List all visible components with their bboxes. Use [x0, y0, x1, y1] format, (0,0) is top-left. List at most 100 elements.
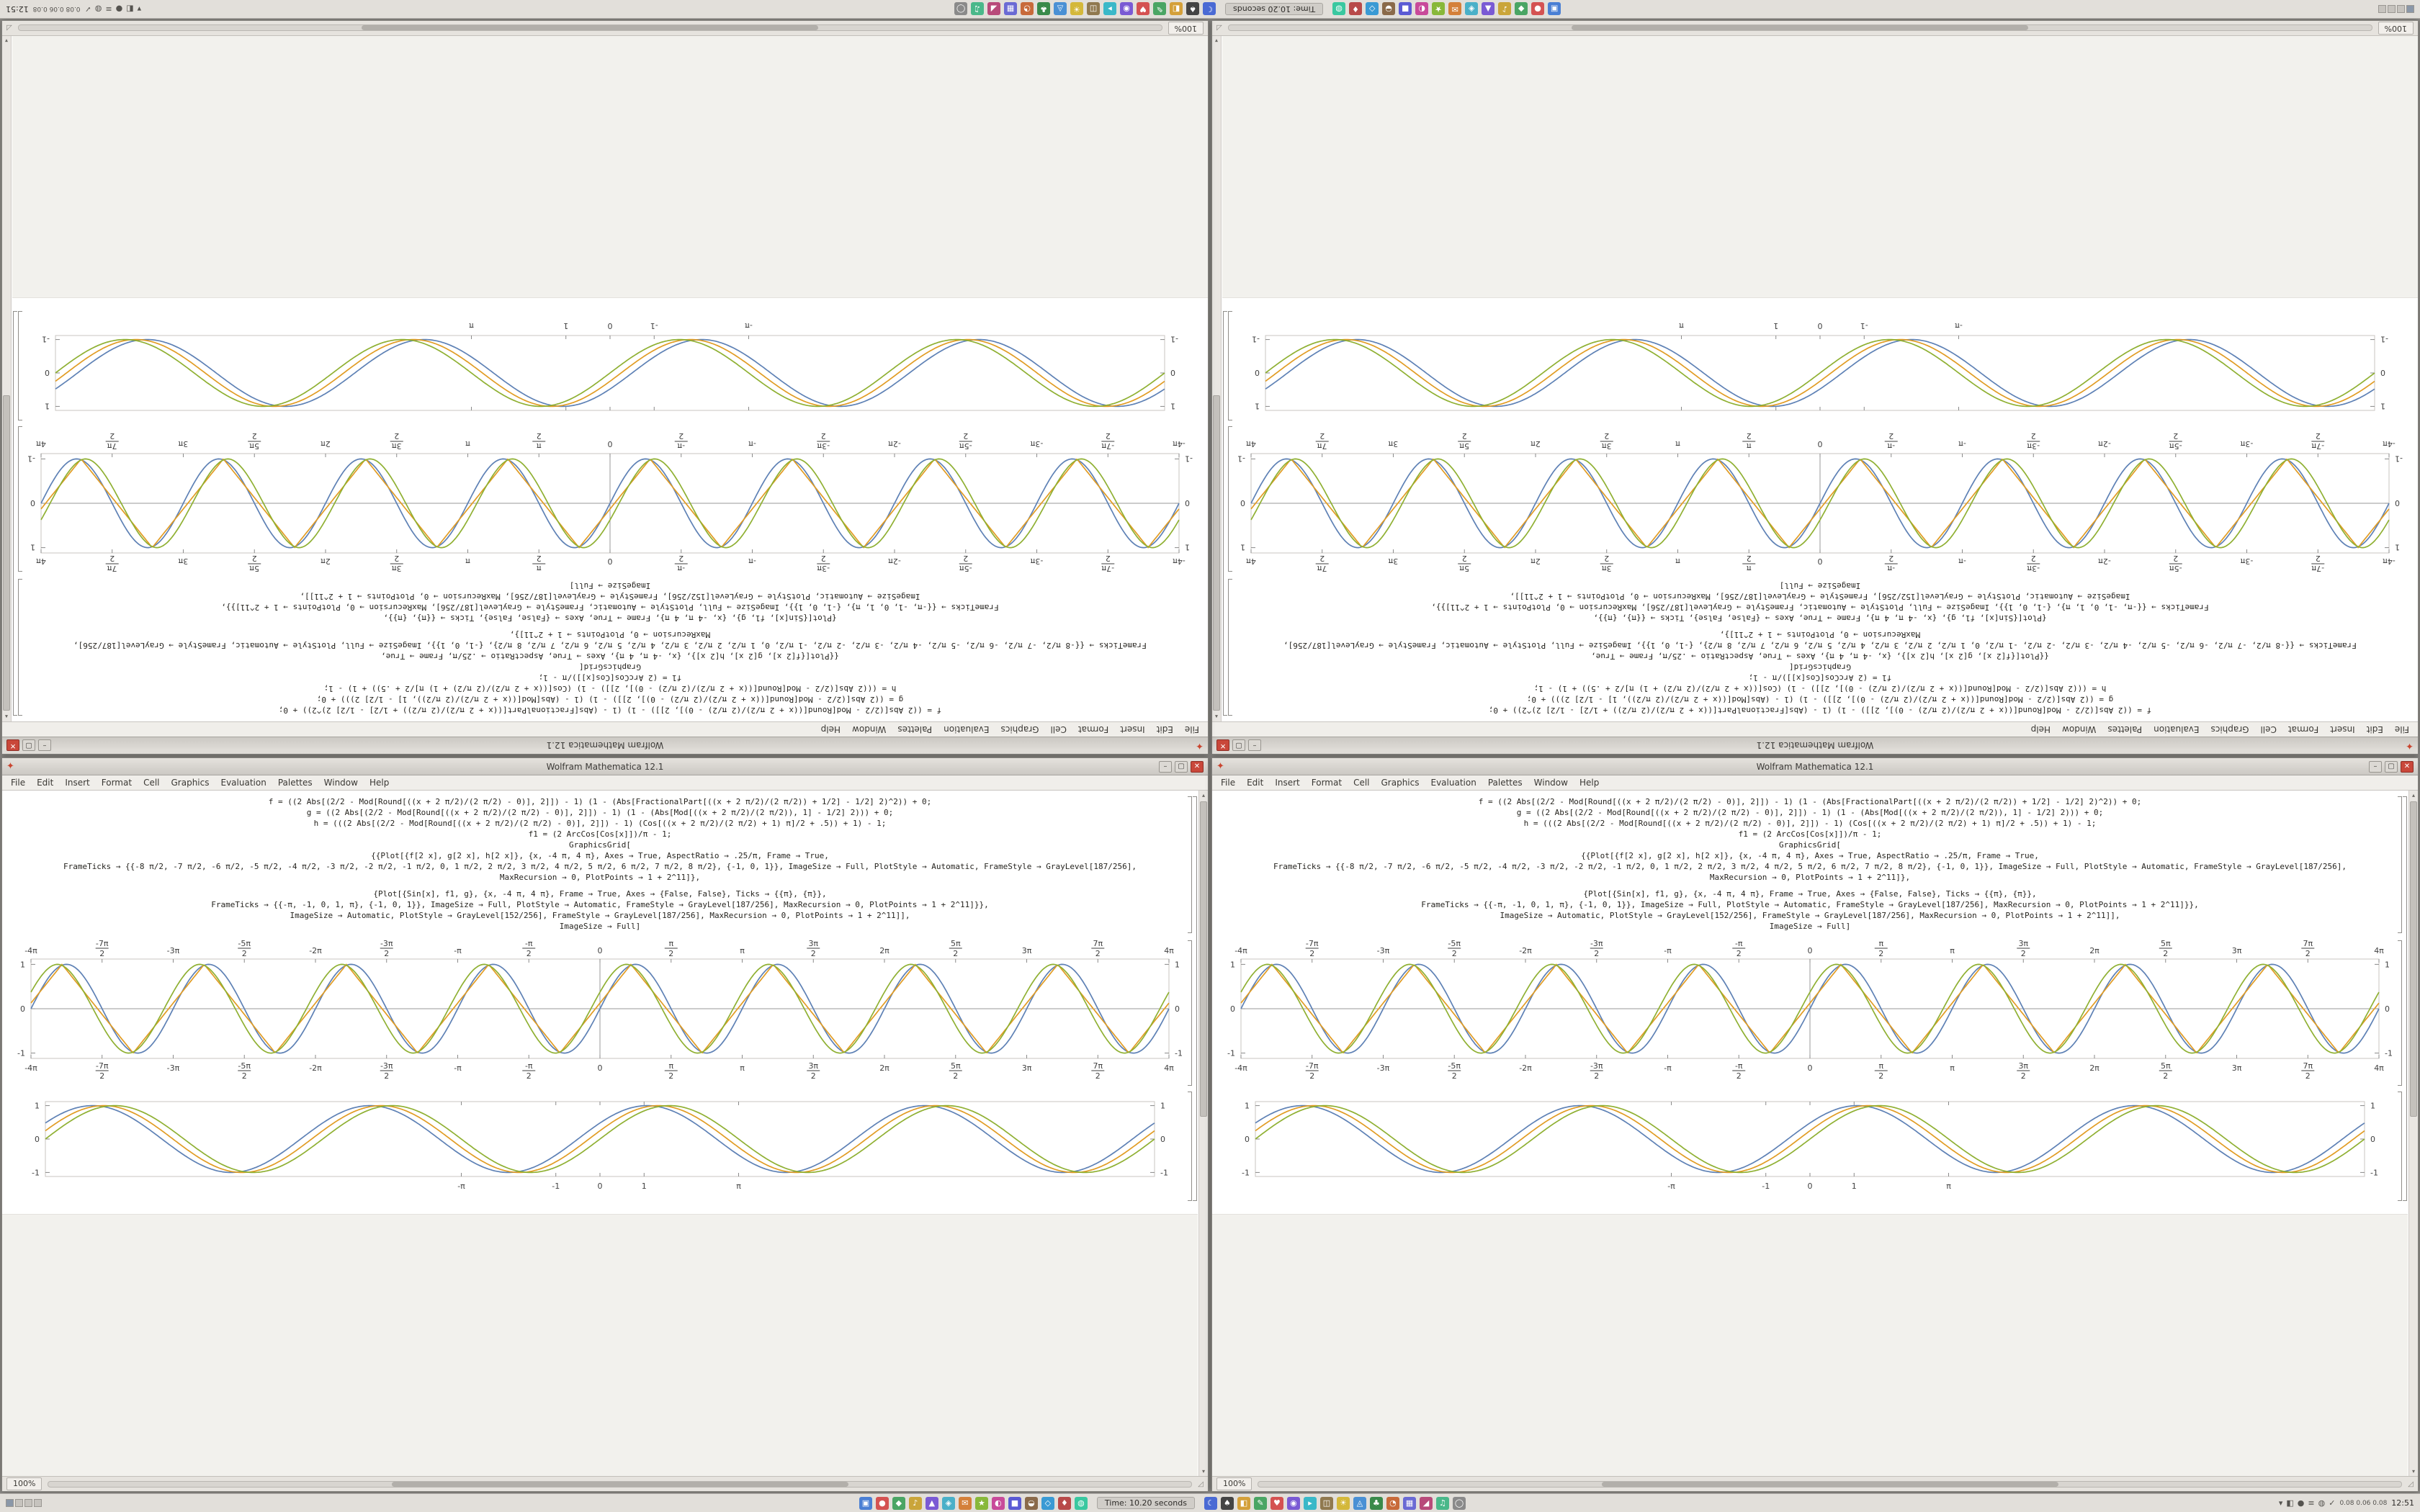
taskbar-app-a-icon-2[interactable]: ●	[1531, 2, 1545, 16]
workspace-switcher[interactable]	[6, 1499, 42, 1507]
hscroll-thumb[interactable]	[391, 1481, 849, 1487]
workspace-4[interactable]	[2378, 5, 2386, 13]
cell-group-bracket[interactable]	[1223, 311, 1227, 716]
scroll-down-icon[interactable]: ▾	[5, 37, 9, 44]
menu-graphics[interactable]: Graphics	[1000, 724, 1039, 734]
taskbar-app-b-icon-1[interactable]: ☾	[1203, 2, 1216, 16]
code-line[interactable]: MaxRecursion → 0, PlotPoints → 1 + 2^11]…	[499, 873, 701, 882]
cell-group-bracket[interactable]	[1193, 796, 1197, 1201]
close-button[interactable]: ✕	[1191, 760, 1204, 773]
cell-bracket[interactable]	[2398, 1092, 2402, 1201]
code-line[interactable]: ImageSize → Full]	[1779, 581, 1861, 590]
tray-icon-5[interactable]: ◍	[2318, 1498, 2326, 1508]
vertical-scrollbar[interactable]: ▴ ▾	[1212, 36, 1222, 721]
taskbar-app-b-icon-16[interactable]: ◯	[1452, 1496, 1466, 1510]
code-line[interactable]: MaxRecursion → 0, PlotPoints → 1 + 2^11]…	[509, 630, 711, 639]
output-plot-framed[interactable]: -π -1 0 1 π -1 -1 0 0 1 1	[34, 308, 1186, 419]
code-line[interactable]: FrameTicks → {{-8 π/2, -7 π/2, -6 π/2, -…	[1273, 862, 2347, 871]
taskbar-window-button[interactable]: Time: 10.20 seconds	[1096, 1497, 1195, 1509]
menu-evaluation[interactable]: Evaluation	[1430, 778, 1476, 788]
code-line[interactable]: GraphicsGrid[	[568, 840, 632, 850]
taskbar-app-a-icon-4[interactable]: ♪	[1498, 2, 1512, 16]
code-line[interactable]: g = ((2 Abs[(2/2 - Mod[Round[((x + 2 π/2…	[306, 808, 894, 817]
code-line[interactable]: ImageSize → Full]	[569, 581, 651, 590]
workspace-2[interactable]	[15, 1499, 23, 1507]
code-line[interactable]: f1 = (2 ArcCos[Cos[x]])/π - 1;	[1748, 673, 1892, 683]
taskbar-app-a-icon-11[interactable]: ◒	[1024, 1496, 1038, 1510]
code-line[interactable]: f = ((2 Abs[(2/2 - Mod[Round[((x + 2 π/2…	[278, 706, 942, 715]
minimize-button[interactable]: –	[1159, 760, 1172, 773]
code-line[interactable]: MaxRecursion → 0, PlotPoints → 1 + 2^11]…	[1719, 630, 1921, 639]
code-line[interactable]: FrameTicks → {{-π, -1, 0, 1, π}, {-1, 0,…	[1431, 603, 2209, 612]
cell-bracket[interactable]	[1188, 940, 1192, 1086]
taskbar-app-b-icon-7[interactable]: ▸	[1303, 1496, 1317, 1510]
scrollbar-thumb[interactable]	[1200, 801, 1207, 1117]
taskbar-app-b-icon-5[interactable]: ♥	[1137, 2, 1150, 16]
window-titlebar[interactable]: ✦ Wolfram Mathematica 12.1 – ▢ ✕	[2, 758, 1208, 775]
minimize-button[interactable]: –	[1248, 739, 1261, 752]
scroll-up-icon[interactable]: ▴	[1215, 714, 1219, 720]
taskbar-app-a-icon-14[interactable]: ◍	[1332, 2, 1346, 16]
code-line[interactable]: {{Plot[{f[2 x], g[2 x], h[2 x]}, {x, -4 …	[1591, 652, 2049, 661]
taskbar-app-b-icon-8[interactable]: ◫	[1087, 2, 1101, 16]
taskbar-app-a-icon-7[interactable]: ✉	[1448, 2, 1462, 16]
code-line[interactable]: GraphicsGrid[	[1788, 662, 1852, 672]
code-line[interactable]: {Plot[{Sin[x], f1, g}, {x, -4 π, 4 π}, F…	[1583, 889, 2037, 899]
mathematica-window[interactable]: ✦ Wolfram Mathematica 12.1 – ▢ ✕ File Edi…	[1, 20, 1209, 755]
taskbar-app-a-icon-3[interactable]: ◆	[1515, 2, 1528, 16]
taskbar-app-b-icon-3[interactable]: ◧	[1170, 2, 1183, 16]
mathematica-window[interactable]: ✦ Wolfram Mathematica 12.1 – ▢ ✕ File Edi…	[1211, 757, 2419, 1492]
menu-graphics[interactable]: Graphics	[171, 778, 210, 788]
output-plot-strip[interactable]: -4π -4π -7π 2 -7π 2 -3π -3π -5π 2 -5π 2 -2π -2π -3π 2 -3…	[19, 426, 1201, 573]
code-line[interactable]: FrameTicks → {{-π, -1, 0, 1, π}, {-1, 0,…	[211, 900, 989, 909]
code-line[interactable]: FrameTicks → {{-8 π/2, -7 π/2, -6 π/2, -…	[1283, 641, 2357, 650]
cell-bracket[interactable]	[18, 311, 22, 420]
cell-bracket[interactable]	[1228, 579, 1232, 716]
code-line[interactable]: FrameTicks → {{-π, -1, 0, 1, π}, {-1, 0,…	[221, 603, 999, 612]
taskbar-app-b-icon-14[interactable]: ◢	[1419, 1496, 1433, 1510]
input-cell-2[interactable]: {Plot[{Sin[x], f1, g}, {x, -4 π, 4 π}, F…	[36, 580, 1184, 624]
menu-graphics[interactable]: Graphics	[1381, 778, 1420, 788]
magnification-button[interactable]: 100%	[1168, 22, 1204, 35]
cell-group-bracket[interactable]	[2403, 796, 2407, 1201]
taskbar-app-a-icon-5[interactable]: ▲	[925, 1496, 938, 1510]
horizontal-scrollbar[interactable]	[48, 1480, 1193, 1488]
code-line[interactable]: {Plot[{Sin[x], f1, g}, {x, -4 π, 4 π}, F…	[1593, 613, 2047, 623]
menu-file[interactable]: File	[2394, 724, 2409, 734]
tray-icon-6[interactable]: ✓	[84, 4, 91, 14]
code-line[interactable]: g = ((2 Abs[(2/2 - Mod[Round[((x + 2 π/2…	[316, 695, 904, 704]
code-line[interactable]: {{Plot[{f[2 x], g[2 x], h[2 x]}, {x, -4 …	[371, 851, 829, 860]
taskbar-app-a-icon-5[interactable]: ▲	[1482, 2, 1495, 16]
cell-bracket[interactable]	[18, 579, 22, 716]
workspace-3[interactable]	[2388, 5, 2396, 13]
maximize-button[interactable]: ▢	[2385, 760, 2398, 773]
taskbar-app-b-icon-5[interactable]: ♥	[1270, 1496, 1283, 1510]
workspace-3[interactable]	[24, 1499, 32, 1507]
notebook-content[interactable]: f = ((2 Abs[(2/2 - Mod[Round[((x + 2 π/2…	[2, 791, 1208, 1476]
close-button[interactable]: ✕	[1216, 739, 1229, 752]
menu-window[interactable]: Window	[2062, 724, 2097, 734]
mathematica-window[interactable]: ✦ Wolfram Mathematica 12.1 – ▢ ✕ File Edi…	[1, 757, 1209, 1492]
menu-window[interactable]: Window	[1533, 778, 1568, 788]
menu-edit[interactable]: Edit	[1156, 724, 1173, 734]
taskbar-app-b-icon-12[interactable]: ◔	[1386, 1496, 1399, 1510]
scroll-down-icon[interactable]: ▾	[1201, 1468, 1205, 1475]
taskbar-app-a-icon-8[interactable]: ★	[1432, 2, 1446, 16]
code-line[interactable]: f1 = (2 ArcCos[Cos[x]])/π - 1;	[1738, 829, 1882, 839]
code-line[interactable]: {{Plot[{f[2 x], g[2 x], h[2 x]}, {x, -4 …	[381, 652, 839, 661]
code-line[interactable]: h = (((2 Abs[(2/2 - Mod[Round[((x + 2 π/…	[323, 684, 897, 693]
cell-bracket[interactable]	[1188, 796, 1192, 933]
close-button[interactable]: ✕	[2401, 760, 2414, 773]
menu-insert[interactable]: Insert	[65, 778, 90, 788]
code-line[interactable]: f = ((2 Abs[(2/2 - Mod[Round[((x + 2 π/2…	[1488, 706, 2152, 715]
taskbar-app-a-icon-1[interactable]: ▣	[1548, 2, 1561, 16]
workspace-2[interactable]	[2397, 5, 2405, 13]
input-cell-2[interactable]: {Plot[{Sin[x], f1, g}, {x, -4 π, 4 π}, F…	[1236, 888, 2384, 932]
menu-edit[interactable]: Edit	[1247, 778, 1264, 788]
taskbar-app-a-icon-1[interactable]: ▣	[859, 1496, 872, 1510]
notebook-content[interactable]: f = ((2 Abs[(2/2 - Mod[Round[((x + 2 π/2…	[2, 36, 1208, 721]
code-line[interactable]: FrameTicks → {{-8 π/2, -7 π/2, -6 π/2, -…	[63, 862, 1137, 871]
cell-bracket[interactable]	[1228, 426, 1232, 572]
taskbar-app-b-icon-13[interactable]: ▦	[1004, 2, 1018, 16]
code-line[interactable]: g = ((2 Abs[(2/2 - Mod[Round[((x + 2 π/2…	[1526, 695, 2114, 704]
